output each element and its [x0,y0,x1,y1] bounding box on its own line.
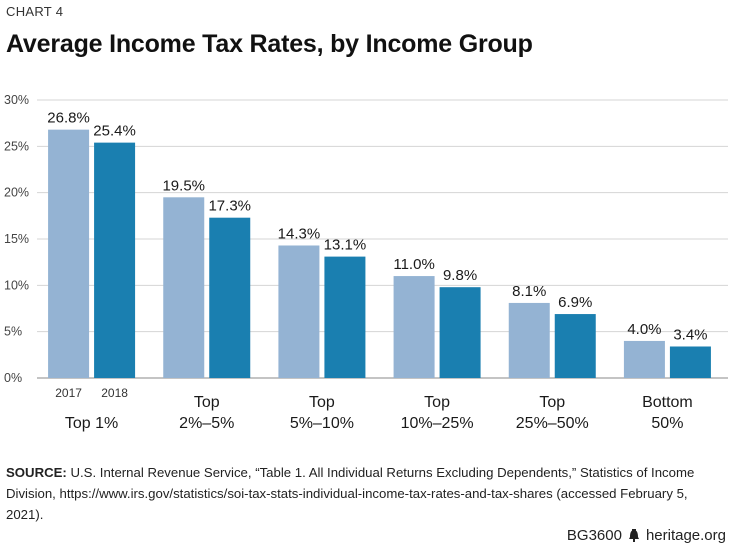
category-label: 50% [651,415,683,432]
bar-2017 [393,276,435,378]
category-label: Top 1% [65,415,118,432]
source-text: U.S. Internal Revenue Service, “Table 1.… [6,465,695,522]
bar-chart: 0% 5% 10% 15% 20% 25% 30% 26.8% 2017 25.4% 2018 Top… [4,93,728,432]
category-label: Top [194,394,220,411]
bar-2017 [623,340,665,378]
y-tick-label: 25% [4,139,29,153]
footer: BG3600 heritage.org [567,527,726,544]
category-label: Bottom [642,394,693,411]
liberty-bell-icon [628,528,639,542]
data-label: 11.0% [393,256,434,273]
category-label: Top [309,394,335,411]
data-label: 17.3% [208,198,251,215]
category-label: 10%–25% [401,415,474,432]
bar-2018 [669,346,711,378]
y-tick-label: 5% [4,325,22,339]
data-label: 6.9% [558,294,592,311]
report-code: BG3600 [566,527,622,544]
data-label: 26.8% [47,110,90,127]
source-label: SOURCE: [6,465,67,480]
bar-2017 [508,302,550,378]
category-label: Top [424,394,450,411]
data-label: 19.5% [162,177,205,194]
bar-2017 [163,197,205,378]
data-label: 8.1% [512,283,546,300]
bar-2018 [324,256,366,378]
series-name-label: 2017 [55,386,82,400]
series-name-label: 2018 [101,386,128,400]
chart-kicker: CHART 4 [6,4,64,19]
bar-2018 [94,142,136,378]
category-label: 25%–50% [516,415,589,432]
y-tick-label: 0% [4,371,22,385]
y-tick-label: 30% [4,93,29,107]
data-label: 9.8% [443,267,477,284]
chart-title: Average Income Tax Rates, by Income Grou… [6,30,533,58]
bar-2018 [209,217,251,378]
bar-2018 [439,287,481,378]
data-label: 4.0% [627,321,661,338]
bar-2017 [48,129,90,378]
category-label: 5%–10% [290,415,354,432]
site-link[interactable]: heritage.org [645,527,726,544]
data-label: 13.1% [324,237,367,254]
y-tick-label: 10% [4,278,29,292]
y-tick-label: 15% [4,232,29,246]
category-label: Top [539,394,565,411]
data-label: 3.4% [673,326,707,343]
source-note: SOURCE: U.S. Internal Revenue Service, “… [6,462,728,525]
data-label: 25.4% [93,123,136,140]
bar-2017 [278,245,320,378]
data-label: 14.3% [278,225,321,242]
y-tick-label: 20% [4,186,29,200]
bar-2018 [554,314,596,378]
category-label: 2%–5% [179,415,234,432]
